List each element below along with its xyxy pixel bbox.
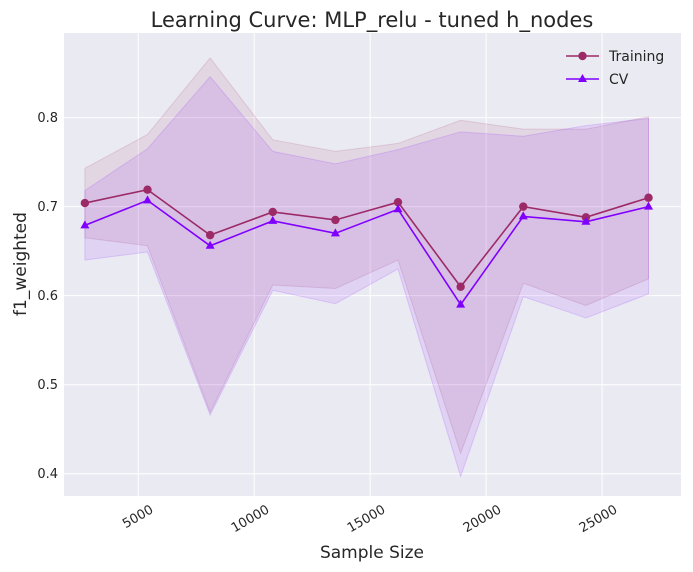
x-axis-label: Sample Size bbox=[320, 543, 424, 563]
y-tick-label-0: 0.4 bbox=[37, 467, 58, 482]
legend: Training CV bbox=[566, 49, 664, 88]
point-training-0 bbox=[80, 198, 90, 208]
x-tick-label-0: 5000 bbox=[120, 502, 156, 532]
plot-background bbox=[64, 33, 681, 496]
point-cv-5 bbox=[393, 204, 403, 213]
point-cv-3 bbox=[268, 215, 278, 224]
point-training-2 bbox=[205, 230, 215, 240]
point-training-1 bbox=[143, 185, 152, 194]
x-tick-label-3: 20000 bbox=[461, 502, 504, 536]
y-axis-label: f1_weighted bbox=[11, 212, 31, 316]
legend-label-training: Training bbox=[608, 49, 664, 65]
point-cv-8 bbox=[581, 216, 591, 225]
series-markers bbox=[80, 185, 654, 308]
point-training-6 bbox=[456, 282, 465, 291]
point-cv-7 bbox=[518, 211, 528, 220]
point-training-5 bbox=[393, 197, 403, 207]
point-cv-0 bbox=[80, 220, 90, 229]
band-training bbox=[84, 57, 650, 455]
y-tick-label-2: 0.6 bbox=[37, 289, 58, 304]
point-training-9 bbox=[644, 193, 653, 202]
x-tick-label-4: 25000 bbox=[577, 502, 620, 536]
series-lines bbox=[84, 188, 649, 306]
point-training-4 bbox=[331, 215, 340, 225]
x-tick-label-2: 15000 bbox=[345, 502, 388, 536]
legend-label-cv: CV bbox=[609, 72, 629, 88]
y-tick-label-3: 0.7 bbox=[37, 200, 58, 215]
confidence-bands bbox=[84, 57, 650, 479]
point-cv-9 bbox=[644, 201, 654, 210]
y-ticks: 0.4 0.5 0.6 0.7 0.8 bbox=[37, 111, 58, 482]
chart-title: Learning Curve: MLP_relu - tuned h_nodes bbox=[151, 8, 594, 33]
legend-marker-training bbox=[578, 51, 587, 61]
band-cv bbox=[84, 75, 650, 479]
point-cv-6 bbox=[456, 299, 466, 308]
y-tick-label-4: 0.8 bbox=[37, 111, 58, 126]
point-cv-4 bbox=[330, 228, 340, 237]
point-cv-1 bbox=[143, 195, 153, 204]
line-training bbox=[84, 188, 649, 289]
point-training-3 bbox=[268, 207, 277, 217]
point-training-7 bbox=[519, 202, 528, 211]
x-ticks: 5000 10000 15000 20000 25000 bbox=[120, 502, 620, 536]
y-tick-label-1: 0.5 bbox=[37, 378, 58, 393]
x-tick-label-1: 10000 bbox=[229, 502, 272, 536]
point-cv-2 bbox=[205, 240, 215, 249]
legend-marker-cv bbox=[578, 74, 587, 82]
grid bbox=[64, 33, 681, 496]
line-cv bbox=[84, 199, 649, 306]
